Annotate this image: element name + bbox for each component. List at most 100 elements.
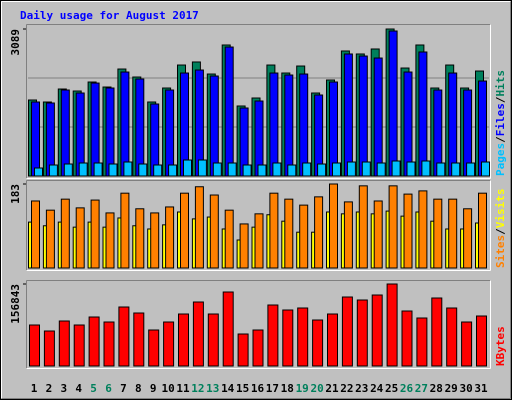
bar <box>406 161 416 177</box>
x-tick-label: 20 <box>310 382 323 395</box>
bar <box>481 161 490 177</box>
x-tick-label: 22 <box>340 382 353 395</box>
bar <box>105 212 115 269</box>
bar <box>120 192 130 269</box>
bar <box>48 164 58 177</box>
bar <box>45 209 55 269</box>
bar <box>356 299 368 367</box>
legend-separator: / <box>494 136 507 143</box>
x-tick-label: 18 <box>281 382 294 395</box>
bar <box>297 307 309 367</box>
bar <box>476 315 487 367</box>
x-tick-label: 6 <box>105 382 112 395</box>
legend-entry: Sites <box>494 235 507 268</box>
legend-entry: Visits <box>494 189 507 229</box>
bar <box>75 207 85 269</box>
x-tick-label: 2 <box>46 382 53 395</box>
bar <box>386 283 398 367</box>
bar <box>371 294 383 367</box>
bar <box>343 53 353 177</box>
bar <box>416 317 428 367</box>
bar <box>299 73 309 177</box>
bar <box>180 192 189 269</box>
bar <box>418 190 428 269</box>
bar <box>448 198 458 269</box>
bar <box>446 307 458 367</box>
bar <box>209 75 219 177</box>
bar <box>421 160 431 177</box>
bar <box>90 82 100 177</box>
bar <box>376 162 386 177</box>
bar <box>242 164 252 177</box>
bar <box>463 208 473 269</box>
bar <box>317 163 327 177</box>
bar <box>73 324 85 367</box>
bar <box>224 46 234 177</box>
x-tick-label: 23 <box>355 382 368 395</box>
bar <box>343 201 353 269</box>
bar <box>388 185 398 269</box>
bar <box>282 309 294 367</box>
bar <box>418 51 428 177</box>
bar <box>327 313 338 367</box>
bar <box>284 74 294 177</box>
bar <box>314 196 324 269</box>
bar <box>461 321 473 367</box>
x-tick-label: 13 <box>206 382 219 395</box>
bar <box>153 164 163 177</box>
bar <box>332 162 341 177</box>
bar <box>103 321 115 367</box>
bar <box>257 164 267 177</box>
bar <box>118 306 130 367</box>
bar <box>209 194 219 269</box>
bar <box>163 321 175 367</box>
bar <box>58 320 70 367</box>
bar <box>448 72 458 177</box>
bar <box>105 87 115 177</box>
bar <box>133 312 145 367</box>
bar <box>93 162 103 177</box>
legend: KBytes <box>494 326 507 366</box>
bar <box>192 301 204 367</box>
bar <box>431 297 443 367</box>
legend: Sites/Visits <box>494 189 507 269</box>
y-tick-label: 183 <box>9 184 22 204</box>
x-tick-label: 7 <box>120 382 127 395</box>
bar <box>224 209 234 269</box>
legend-entry: KBytes <box>494 326 507 366</box>
bar <box>227 162 237 177</box>
bar <box>138 163 148 177</box>
bar <box>358 55 368 177</box>
bar <box>88 316 100 367</box>
bar <box>312 319 324 367</box>
bar <box>361 161 371 177</box>
x-tick-label: 16 <box>251 382 265 395</box>
x-tick-label: 10 <box>161 382 174 395</box>
bar <box>197 159 207 177</box>
x-tick-label: 29 <box>445 382 458 395</box>
x-tick-label: 26 <box>400 382 414 395</box>
bar <box>34 167 43 177</box>
bar <box>207 313 219 367</box>
bar <box>123 161 133 177</box>
bar <box>108 163 118 177</box>
bar <box>284 198 294 269</box>
bar <box>29 324 40 367</box>
chart-title: Daily usage for August 2017 <box>20 9 199 22</box>
legend-separator: / <box>494 96 507 103</box>
legend-separator: / <box>494 228 507 235</box>
y-tick-label: 3089 <box>9 29 22 56</box>
bar <box>43 330 55 367</box>
x-tick-label: 11 <box>176 382 190 395</box>
bar <box>31 101 40 177</box>
bar <box>358 185 368 269</box>
x-tick-label: 24 <box>370 382 384 395</box>
bar <box>267 304 279 367</box>
bar <box>269 192 279 269</box>
bar <box>168 164 178 177</box>
bar <box>237 333 249 367</box>
bar <box>60 198 70 269</box>
bar <box>150 212 160 269</box>
x-tick-label: 31 <box>474 382 488 395</box>
